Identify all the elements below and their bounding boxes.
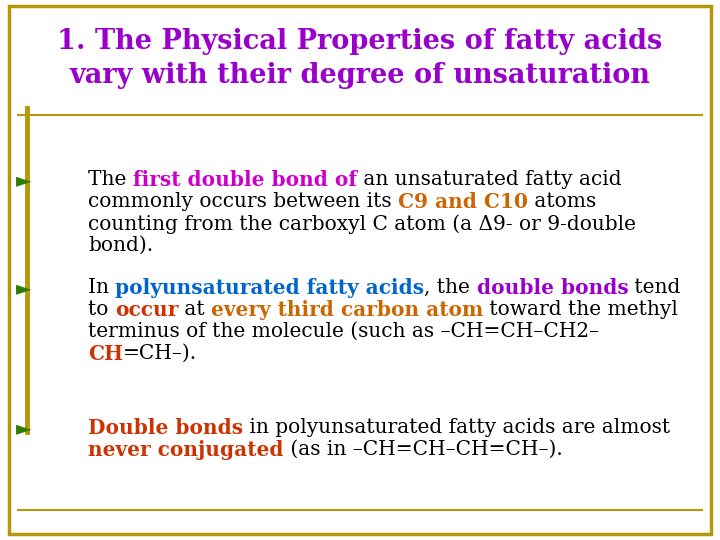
Text: commonly occurs between its: commonly occurs between its [88,192,398,211]
Text: terminus of the molecule (such as –CH=CH–CH2–: terminus of the molecule (such as –CH=CH… [88,322,599,341]
Text: every third carbon atom: every third carbon atom [211,300,484,320]
Text: ►: ► [16,418,32,438]
Text: =CH–).: =CH–). [123,344,197,363]
Text: occur: occur [114,300,178,320]
Text: to: to [88,300,114,319]
Text: tend: tend [629,278,681,297]
Text: vary with their degree of unsaturation: vary with their degree of unsaturation [70,62,650,89]
Text: first double bond of: first double bond of [132,170,356,190]
Text: 1. The Physical Properties of fatty acids: 1. The Physical Properties of fatty acid… [58,28,662,55]
Text: an unsaturated fatty acid: an unsaturated fatty acid [356,170,621,189]
Text: Double bonds: Double bonds [88,418,243,438]
Text: The: The [88,170,132,189]
Text: C9 and C10: C9 and C10 [398,192,528,212]
Text: (as in –CH=CH–CH=CH–).: (as in –CH=CH–CH=CH–). [284,440,562,459]
Text: ►: ► [16,170,32,190]
Text: double bonds: double bonds [477,278,629,298]
Text: CH: CH [88,344,123,364]
Text: counting from the carboxyl C atom (a Δ9- or 9-double: counting from the carboxyl C atom (a Δ9-… [88,214,636,234]
Text: ►: ► [16,278,32,298]
Text: In: In [88,278,115,297]
Text: bond).: bond). [88,236,153,255]
Text: polyunsaturated fatty acids: polyunsaturated fatty acids [115,278,425,298]
Text: toward the methyl: toward the methyl [484,300,678,319]
Text: atoms: atoms [528,192,596,211]
Text: in polyunsaturated fatty acids are almost: in polyunsaturated fatty acids are almos… [243,418,670,437]
Text: never conjugated: never conjugated [88,440,284,460]
Text: , the: , the [425,278,477,297]
Text: at: at [178,300,211,319]
